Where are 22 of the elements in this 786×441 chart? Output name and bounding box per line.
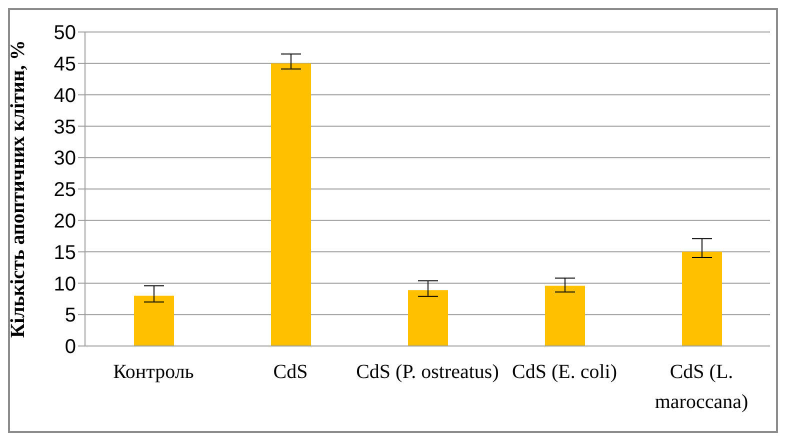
x-tick-label: Контроль bbox=[113, 361, 194, 384]
y-tick-label: 50 bbox=[54, 22, 76, 44]
bar bbox=[408, 290, 448, 346]
y-tick-label: 5 bbox=[64, 304, 76, 327]
y-axis-title: Кількість апоптичних клітин, % bbox=[7, 40, 30, 338]
x-tick-label: CdS (E. coli) bbox=[512, 361, 617, 384]
x-tick-label: CdS (L. maroccana) bbox=[654, 361, 748, 414]
y-tick-label: 35 bbox=[54, 116, 76, 138]
x-tick-label: CdS (P. ostreatus) bbox=[356, 361, 499, 384]
y-tick-label: 40 bbox=[54, 84, 76, 107]
y-tick-label: 20 bbox=[54, 210, 76, 232]
bar bbox=[682, 252, 722, 346]
bar bbox=[134, 296, 174, 346]
bar bbox=[271, 63, 311, 346]
bar bbox=[545, 286, 585, 346]
y-tick-label: 0 bbox=[64, 336, 76, 358]
y-tick-label: 45 bbox=[54, 54, 76, 76]
y-tick-label: 25 bbox=[54, 179, 76, 202]
x-tick-label: CdS bbox=[273, 361, 308, 384]
y-tick-label: 10 bbox=[54, 273, 76, 296]
y-tick-label: 15 bbox=[54, 242, 76, 264]
y-tick-label: 30 bbox=[54, 148, 76, 170]
